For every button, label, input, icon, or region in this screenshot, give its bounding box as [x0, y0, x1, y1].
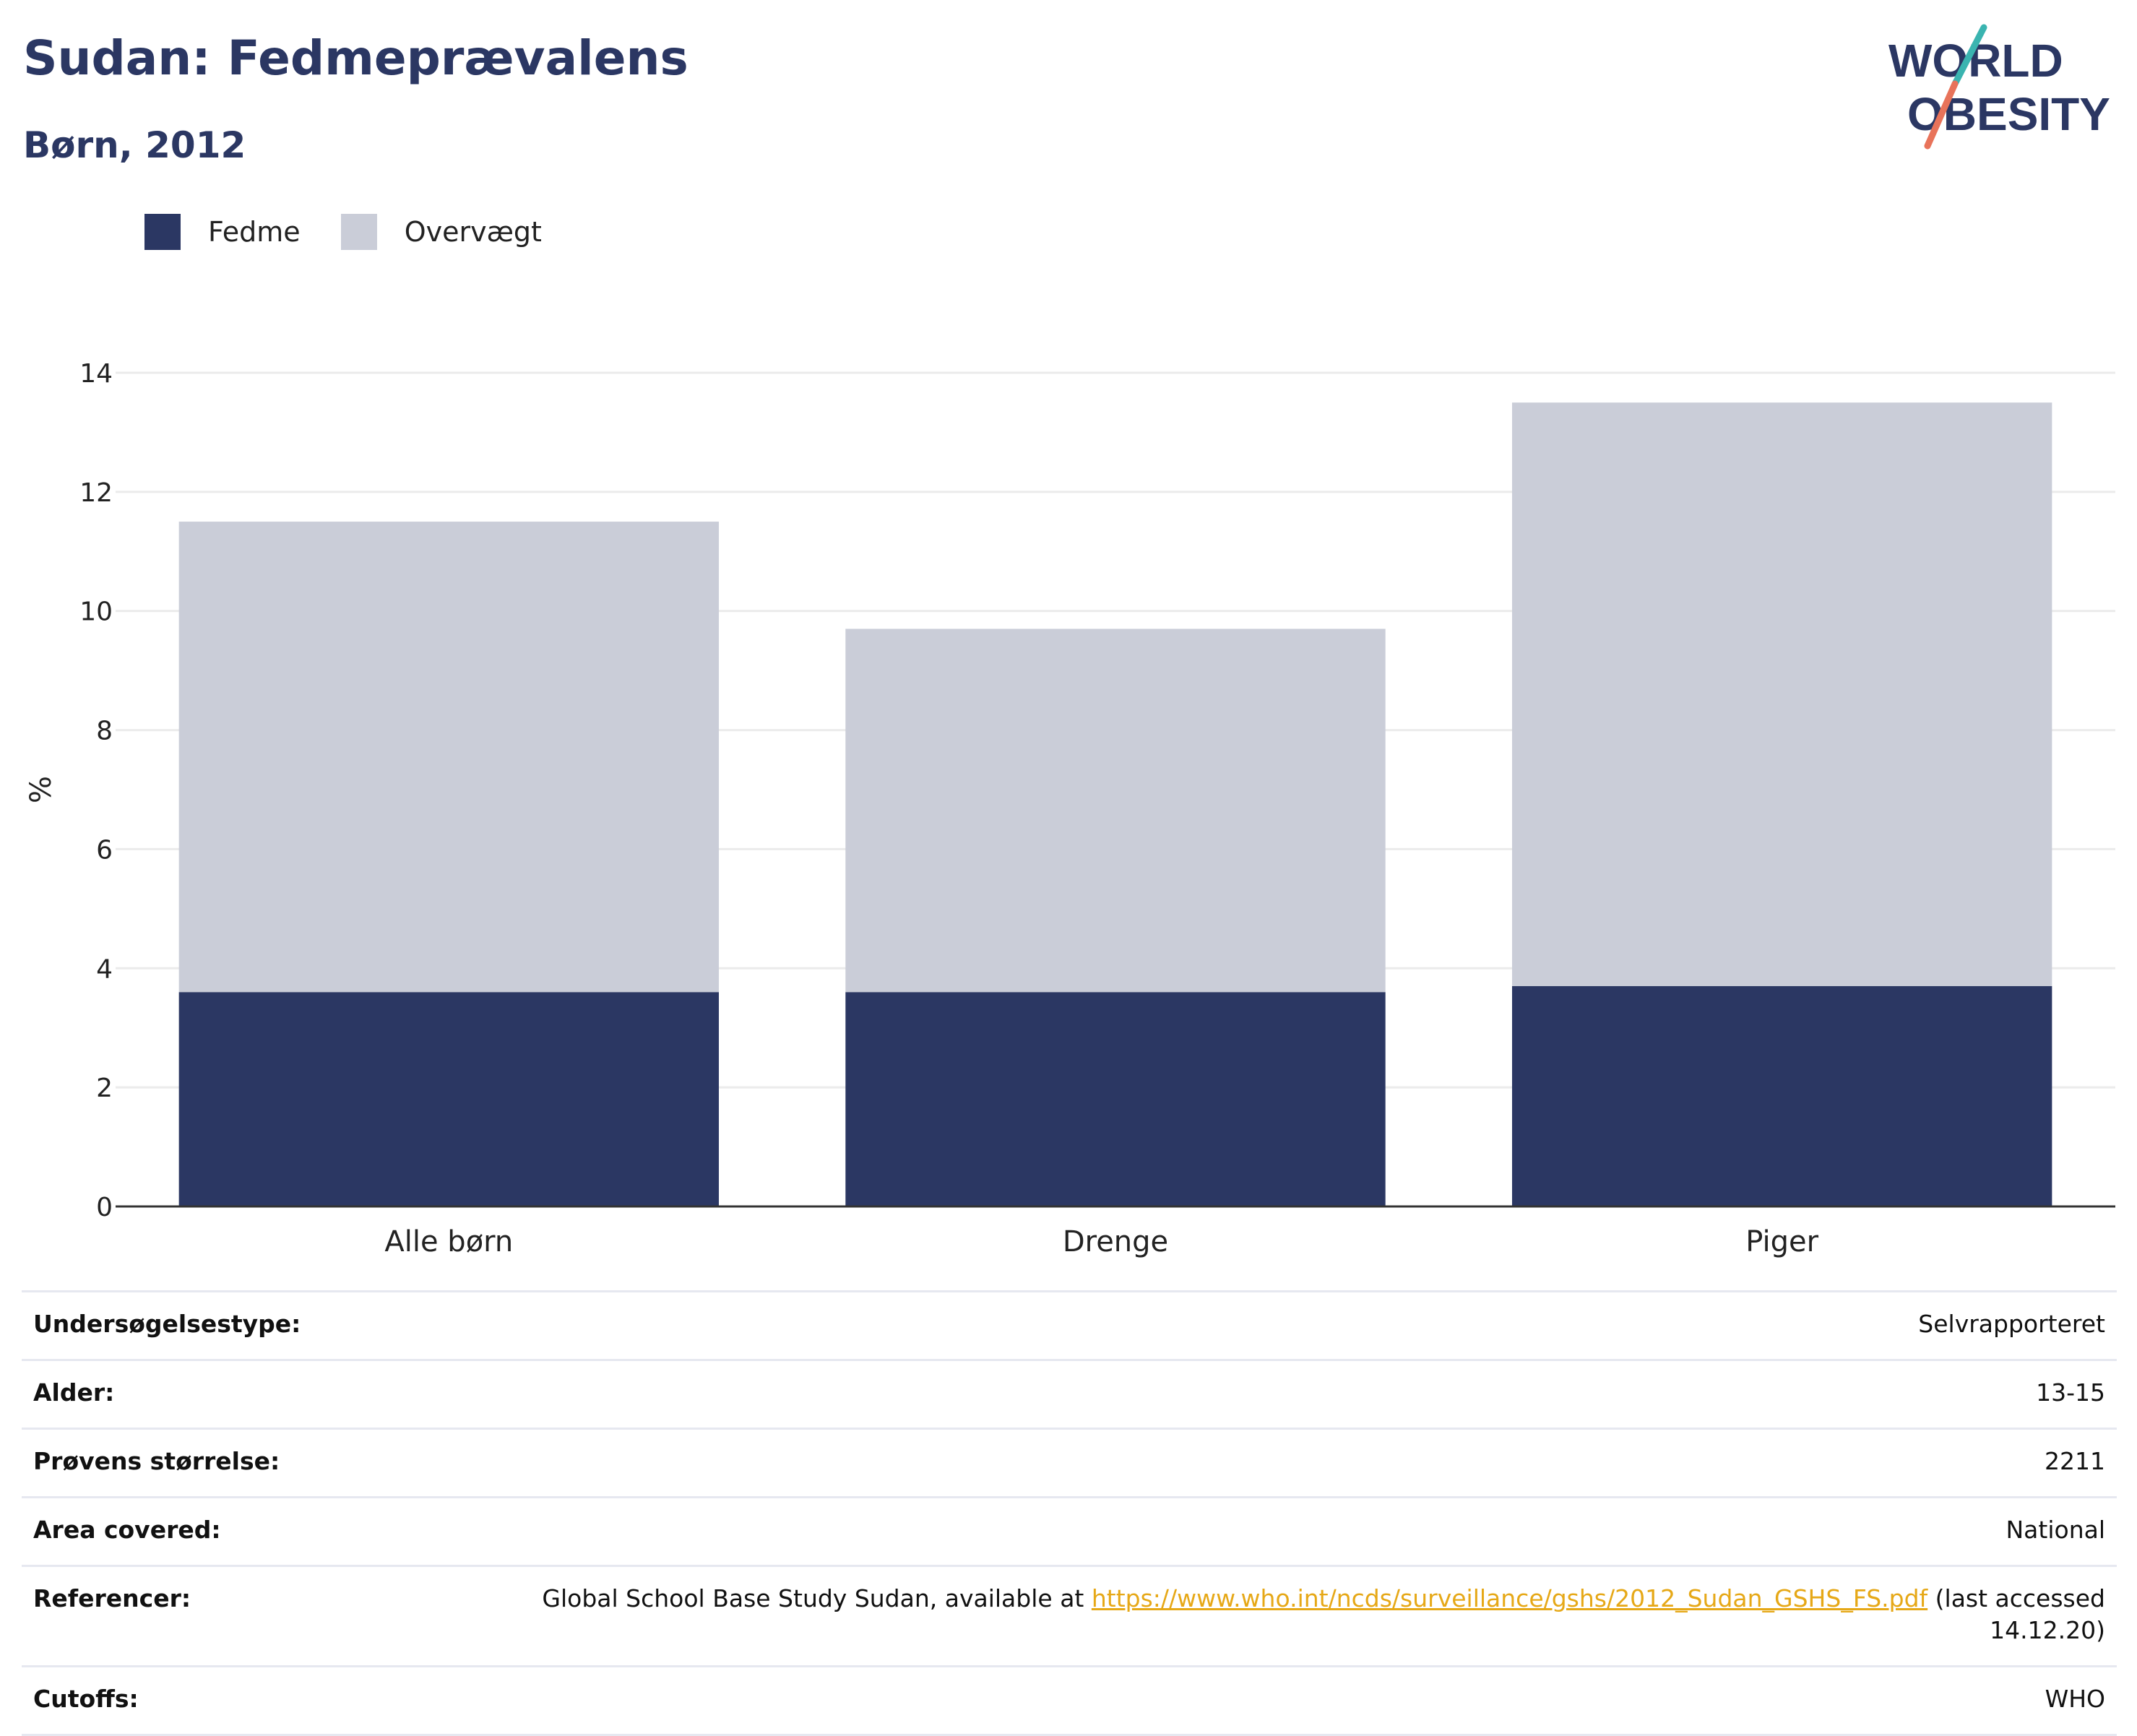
y-tick-label: 8: [96, 717, 113, 746]
info-row-age: Alder: 13-15: [22, 1359, 2117, 1430]
info-label: Alder:: [22, 1359, 420, 1430]
info-value: Selvrapporteret: [420, 1290, 2117, 1361]
x-tick-label: Drenge: [1063, 1225, 1168, 1258]
info-label: Undersøgelsestype:: [22, 1290, 420, 1361]
bar-overvaegt: [845, 629, 1386, 993]
info-label: Area covered:: [22, 1496, 420, 1567]
x-tick-label: Alle børn: [384, 1225, 513, 1258]
world-obesity-logo: WORLD OBESITY: [1888, 24, 2110, 150]
info-row-cutoffs: Cutoffs: WHO: [22, 1665, 2117, 1736]
legend-item-overvaegt[interactable]: Overvægt: [340, 214, 542, 250]
y-tick-label: 4: [96, 954, 113, 984]
info-label: Prøvens størrelse:: [22, 1428, 420, 1498]
legend-label-fedme: Fedme: [208, 216, 301, 248]
x-tick-label: Piger: [1745, 1225, 1818, 1258]
bar-fedme: [1511, 986, 2052, 1206]
info-value: 13-15: [420, 1359, 2117, 1430]
legend-label-overvaegt: Overvægt: [404, 216, 542, 248]
info-value: 2211: [420, 1428, 2117, 1498]
chart-title: Sudan: Fedmeprævalens: [23, 30, 688, 86]
bar-fedme: [178, 992, 720, 1206]
y-tick-label: 6: [96, 835, 113, 865]
legend-swatch-fedme: [144, 214, 181, 250]
info-row-area: Area covered: National: [22, 1496, 2117, 1567]
logo-slash-top: [1951, 24, 1987, 87]
info-value: Global School Base Study Sudan, availabl…: [420, 1565, 2117, 1667]
logo-slash-bottom: [1924, 80, 1959, 150]
info-label: Referencer:: [22, 1565, 420, 1667]
legend-item-fedme[interactable]: Fedme: [144, 214, 301, 250]
y-tick-label: 12: [79, 478, 113, 508]
bar-fedme: [845, 992, 1386, 1206]
info-row-references: Referencer: Global School Base Study Sud…: [22, 1565, 2117, 1667]
bar-overvaegt: [1511, 402, 2052, 987]
bar-overvaegt: [178, 522, 720, 993]
info-row-sample-size: Prøvens størrelse: 2211: [22, 1428, 2117, 1498]
info-value: National: [420, 1496, 2117, 1567]
chart-subtitle: Børn, 2012: [23, 124, 246, 166]
y-tick-label: 14: [79, 359, 113, 389]
y-tick-label: 2: [96, 1074, 113, 1103]
reference-suffix: (last accessed 14.12.20): [1927, 1584, 2105, 1644]
reference-prefix: Global School Base Study Sudan, availabl…: [542, 1584, 1092, 1612]
info-label: Cutoffs:: [22, 1665, 420, 1736]
y-axis-label: %: [25, 776, 58, 803]
chart-legend: Fedme Overvægt: [144, 214, 582, 250]
bar-chart: 0 2 4 6 8 10 12 14% Alle børn Drenge Piger: [25, 359, 2115, 1258]
info-table: Undersøgelsestype: Selvrapporteret Alder…: [22, 1290, 2117, 1736]
y-tick-label: 0: [96, 1193, 113, 1222]
legend-swatch-overvaegt: [340, 214, 377, 250]
reference-link[interactable]: https://www.who.int/ncds/surveillance/gs…: [1091, 1584, 1928, 1612]
y-tick-label: 10: [79, 597, 113, 627]
info-row-survey-type: Undersøgelsestype: Selvrapporteret: [22, 1290, 2117, 1361]
info-value: WHO: [420, 1665, 2117, 1736]
